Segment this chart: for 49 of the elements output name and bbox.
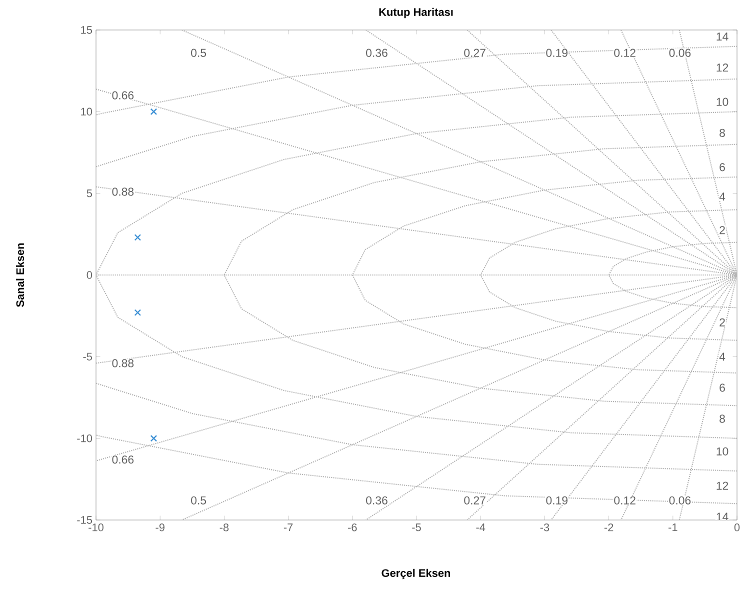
y-tick-label: -5 xyxy=(83,352,92,360)
annotation: 8 xyxy=(720,414,725,423)
x-axis-title: Gerçel Eksen xyxy=(382,568,450,580)
x-tick-label: -4 xyxy=(476,524,486,532)
x-tick-label: -1 xyxy=(668,524,678,532)
annotation: 0.36 xyxy=(366,496,388,504)
x-tick-label: -9 xyxy=(156,524,164,532)
annotation: 0.27 xyxy=(464,48,486,57)
annotation: 0.19 xyxy=(546,48,568,57)
y-tick-label: 0 xyxy=(86,271,92,279)
annotation: 4 xyxy=(719,352,726,361)
annotation: 0.88 xyxy=(112,359,134,368)
annotation: 0.66 xyxy=(112,91,134,100)
x-tick-label: 0 xyxy=(734,524,740,532)
annotation: 0.12 xyxy=(614,48,636,57)
annotation: 14 xyxy=(716,32,728,40)
annotation: 6 xyxy=(720,384,725,392)
annotation: 12 xyxy=(716,482,728,490)
annotation: 0.12 xyxy=(614,496,636,504)
y-tick-label: 10 xyxy=(81,108,92,116)
annotation: 10 xyxy=(716,447,728,456)
chart-title: Kutup Haritası xyxy=(379,8,453,18)
annotation: 2 xyxy=(720,318,725,326)
y-axis-title: Sanal Eksen xyxy=(16,243,24,307)
annotation: 12 xyxy=(716,64,728,72)
annotation: 2 xyxy=(720,226,725,234)
annotation: 0.66 xyxy=(112,456,134,464)
y-tick-label: -10 xyxy=(77,434,92,442)
annotation: 0.06 xyxy=(669,48,691,57)
annotation: 0.27 xyxy=(464,496,486,504)
annotation: 0.5 xyxy=(191,496,206,504)
x-tick-label: -3 xyxy=(540,524,550,532)
annotation: 6 xyxy=(720,163,725,172)
x-tick-label: -5 xyxy=(412,524,421,532)
annotation: 0.88 xyxy=(112,188,134,196)
x-tick-label: -6 xyxy=(348,524,357,532)
annotation: 0.19 xyxy=(546,496,568,504)
y-tick-label: -15 xyxy=(77,516,92,524)
annotation: 10 xyxy=(716,98,728,106)
annotation: 0.5 xyxy=(191,48,206,57)
x-tick-label: -8 xyxy=(220,524,229,532)
annotation: 0.06 xyxy=(669,496,691,504)
annotation: 0.36 xyxy=(366,48,388,57)
x-tick-label: -7 xyxy=(284,524,293,532)
annotation: 8 xyxy=(720,128,725,137)
y-tick-label: 15 xyxy=(81,26,92,34)
y-tick-label: 5 xyxy=(86,190,92,198)
x-tick-label: -2 xyxy=(604,524,614,532)
annotation: 4 xyxy=(719,192,726,201)
